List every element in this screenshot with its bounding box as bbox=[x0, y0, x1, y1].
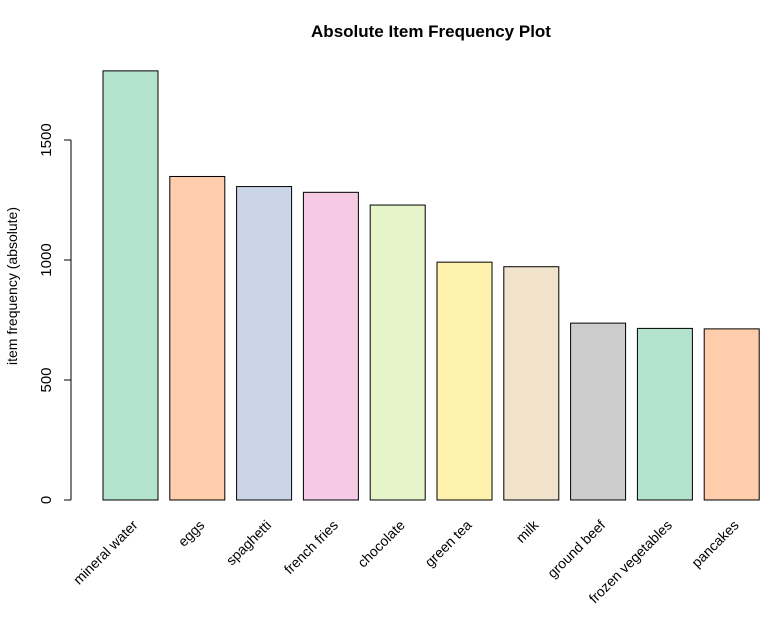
bars bbox=[102, 70, 760, 501]
category-label: milk bbox=[513, 516, 543, 546]
y-tick-label: 0 bbox=[38, 496, 55, 504]
y-axis-label: item frequency (absolute) bbox=[4, 207, 20, 365]
bar bbox=[503, 266, 560, 501]
bar bbox=[169, 175, 226, 501]
bar bbox=[102, 70, 159, 501]
chart-title: Absolute Item Frequency Plot bbox=[311, 22, 551, 41]
bar bbox=[703, 328, 760, 501]
bar bbox=[636, 327, 693, 501]
bar bbox=[302, 191, 359, 501]
y-tick-label: 1000 bbox=[38, 243, 55, 276]
category-label: eggs bbox=[175, 517, 208, 550]
y-tick-label: 500 bbox=[38, 367, 55, 392]
category-label: pancakes bbox=[688, 517, 742, 571]
bar bbox=[369, 204, 426, 501]
category-label: spaghetti bbox=[223, 517, 274, 568]
category-labels: mineral water eggs spaghetti french fries ch… bbox=[70, 516, 742, 606]
category-label: french fries bbox=[281, 517, 341, 577]
category-label: ground beef bbox=[544, 517, 608, 581]
y-tick-label: 1500 bbox=[38, 123, 55, 156]
bar bbox=[236, 186, 293, 501]
bar bbox=[570, 322, 627, 501]
bar bbox=[436, 261, 493, 501]
y-axis: 0 500 1000 1500 bbox=[38, 123, 72, 504]
category-label: mineral water bbox=[70, 517, 141, 588]
category-label: green tea bbox=[421, 517, 474, 570]
category-label: chocolate bbox=[354, 517, 408, 571]
